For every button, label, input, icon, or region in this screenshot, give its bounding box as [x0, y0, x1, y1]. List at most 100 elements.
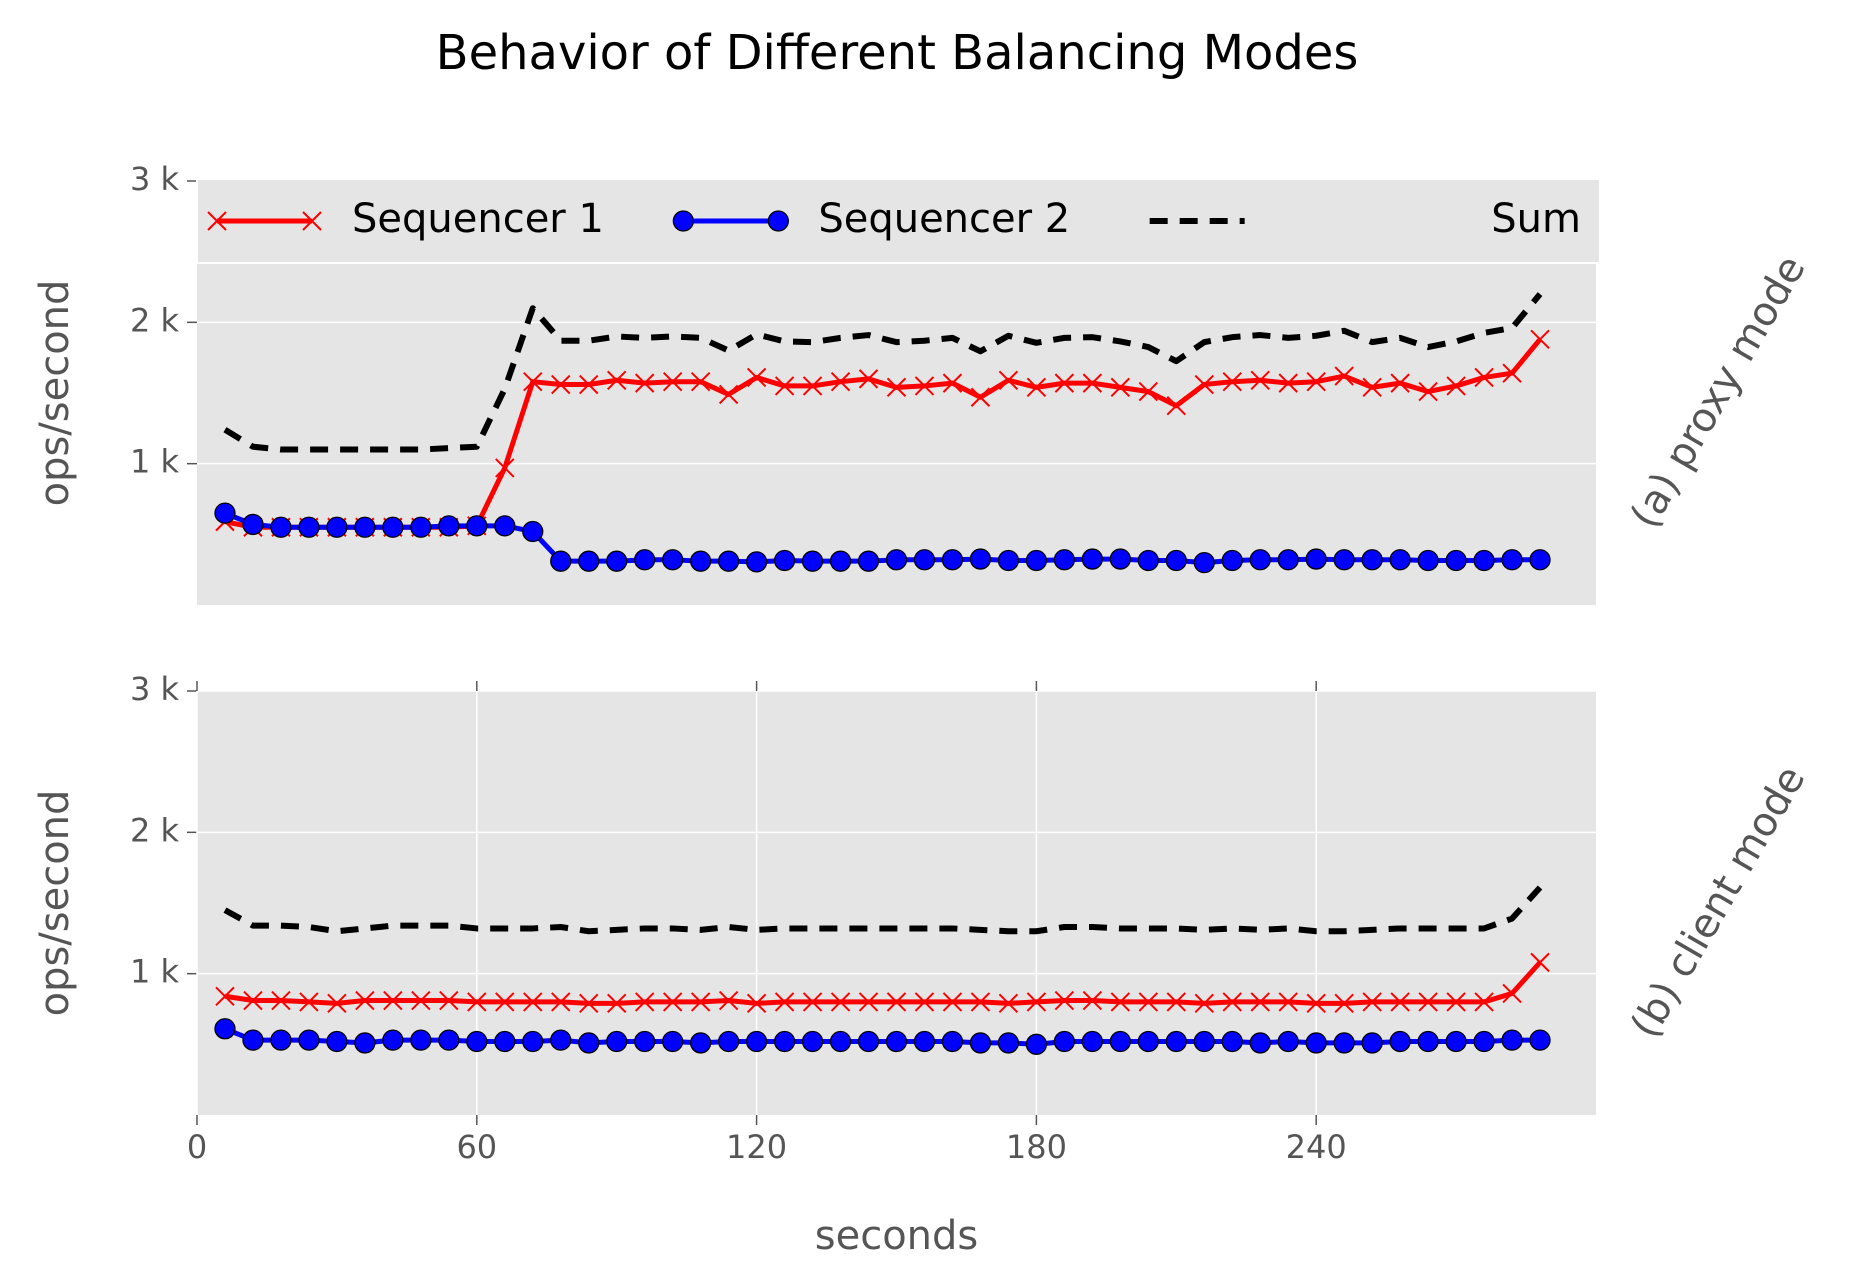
marker: [1362, 377, 1382, 398]
y-tick-label: 2 k: [130, 811, 180, 849]
marker: [606, 550, 628, 572]
marker: [1026, 377, 1047, 398]
marker: [578, 550, 600, 572]
marker: [689, 1032, 712, 1054]
marker: [941, 1030, 964, 1053]
marker: [215, 986, 235, 1006]
marker: [1278, 992, 1298, 1012]
marker: [858, 992, 879, 1012]
marker: [606, 1030, 628, 1053]
marker: [1250, 370, 1270, 390]
marker: [1165, 1030, 1187, 1053]
marker: [1446, 992, 1466, 1012]
y-tick-label: 2 k: [130, 301, 180, 339]
marker: [522, 1030, 544, 1053]
marker: [997, 1032, 1020, 1054]
side-label: (b) client mode: [1622, 758, 1815, 1045]
marker: [829, 1030, 852, 1053]
marker: [1222, 992, 1242, 1012]
marker: [662, 549, 684, 571]
marker: [1389, 1030, 1411, 1053]
x-tick-label: 60: [456, 1128, 497, 1166]
legend-label: Sequencer 1: [352, 196, 604, 242]
marker: [718, 384, 739, 405]
marker: [382, 516, 404, 538]
marker: [551, 992, 571, 1012]
marker: [857, 1030, 880, 1053]
marker: [1026, 992, 1047, 1012]
marker: [214, 502, 236, 524]
marker: [298, 516, 320, 538]
marker: [998, 993, 1019, 1014]
marker: [886, 377, 907, 398]
marker: [1418, 992, 1438, 1012]
marker: [662, 992, 683, 1012]
marker: [1137, 549, 1159, 572]
marker: [1417, 1030, 1439, 1053]
marker: [382, 1029, 404, 1051]
marker: [1501, 1029, 1523, 1051]
marker: [689, 550, 712, 572]
y-tick-label: 3 k: [130, 160, 180, 198]
marker: [243, 990, 263, 1011]
marker: [1053, 549, 1076, 571]
marker: [1333, 1032, 1355, 1054]
marker: [1306, 371, 1326, 392]
marker: [746, 367, 767, 388]
marker: [1082, 373, 1103, 393]
marker: [997, 549, 1020, 572]
marker: [942, 992, 963, 1012]
marker: [270, 516, 292, 538]
marker: [829, 550, 852, 572]
marker: [773, 549, 796, 572]
marker: [1390, 992, 1410, 1012]
marker: [1389, 549, 1411, 571]
marker: [1221, 549, 1243, 572]
legend-marker: [302, 211, 322, 231]
x-axis-label: seconds: [815, 1213, 979, 1259]
series-line: [223, 885, 1543, 935]
marker: [1081, 1030, 1104, 1053]
legend-marker: [672, 210, 694, 232]
marker: [1277, 549, 1299, 571]
marker: [1501, 549, 1523, 571]
marker: [717, 550, 740, 572]
marker: [550, 550, 572, 572]
marker: [522, 520, 544, 543]
y-axis-label: ops/second: [32, 280, 78, 507]
marker: [1473, 1030, 1495, 1053]
marker: [830, 992, 851, 1012]
marker: [242, 513, 264, 536]
marker: [745, 1030, 768, 1053]
marker: [1250, 992, 1270, 1012]
marker: [1333, 549, 1355, 571]
marker: [1193, 1030, 1215, 1053]
marker: [690, 371, 711, 392]
y-tick-label: 3 k: [130, 670, 180, 708]
marker: [634, 992, 655, 1012]
figure-title: Behavior of Different Balancing Modes: [436, 25, 1359, 81]
marker: [1474, 992, 1494, 1012]
marker: [1446, 376, 1466, 396]
marker: [913, 549, 936, 571]
marker: [1390, 373, 1410, 393]
marker: [578, 1032, 600, 1054]
marker: [802, 376, 823, 396]
marker: [662, 371, 683, 392]
marker: [467, 992, 487, 1012]
marker: [690, 992, 711, 1012]
marker: [718, 990, 739, 1011]
marker: [1081, 548, 1104, 570]
marker: [1138, 992, 1159, 1012]
marker: [1502, 983, 1522, 1004]
marker: [857, 550, 880, 572]
legend-label: Sum: [1491, 196, 1581, 242]
marker: [662, 1030, 684, 1053]
marker: [634, 1030, 656, 1053]
marker: [579, 993, 599, 1014]
marker: [438, 515, 460, 537]
marker: [326, 516, 348, 538]
marker: [466, 1030, 488, 1053]
marker: [858, 369, 879, 389]
